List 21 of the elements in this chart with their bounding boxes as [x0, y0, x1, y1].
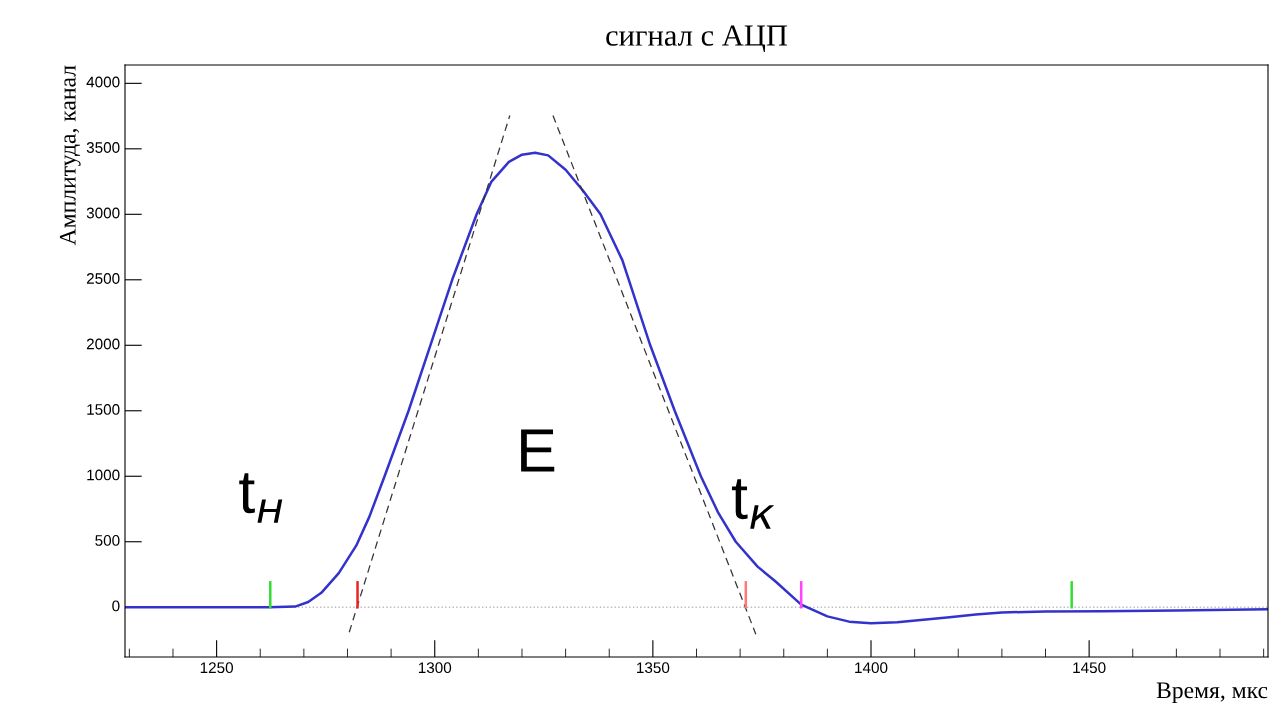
y-tick-label: 1000 — [87, 469, 120, 481]
x-tick-label: 1250 — [200, 662, 234, 674]
y-tick-label: 1500 — [87, 404, 120, 415]
annotation: E — [521, 429, 555, 472]
y-tick-label: 2000 — [86, 338, 120, 350]
y-tick-label: 0 — [112, 600, 120, 612]
line-series — [125, 151, 1268, 625]
y-tick-label: 3500 — [86, 142, 120, 153]
y-axis-title: Амплитуда, канал — [59, 65, 81, 246]
x-tick-label: 1300 — [418, 662, 452, 674]
annotation: t$_{к}$ — [731, 479, 775, 529]
x-tick-label: 1400 — [855, 662, 888, 674]
y-tick-label: 3000 — [86, 207, 120, 219]
annotation: t$_{н}$ — [239, 473, 283, 523]
chart-title: сигнал с АЦП — [606, 25, 788, 53]
y-tick-label: 4000 — [86, 76, 120, 88]
x-axis-title: Время, мкс — [1156, 682, 1268, 704]
x-tick-label: 1350 — [637, 662, 670, 674]
x-tick-label: 1450 — [1073, 662, 1106, 674]
y-tick-label: 500 — [95, 535, 120, 546]
y-tick-label: 2500 — [86, 273, 120, 284]
